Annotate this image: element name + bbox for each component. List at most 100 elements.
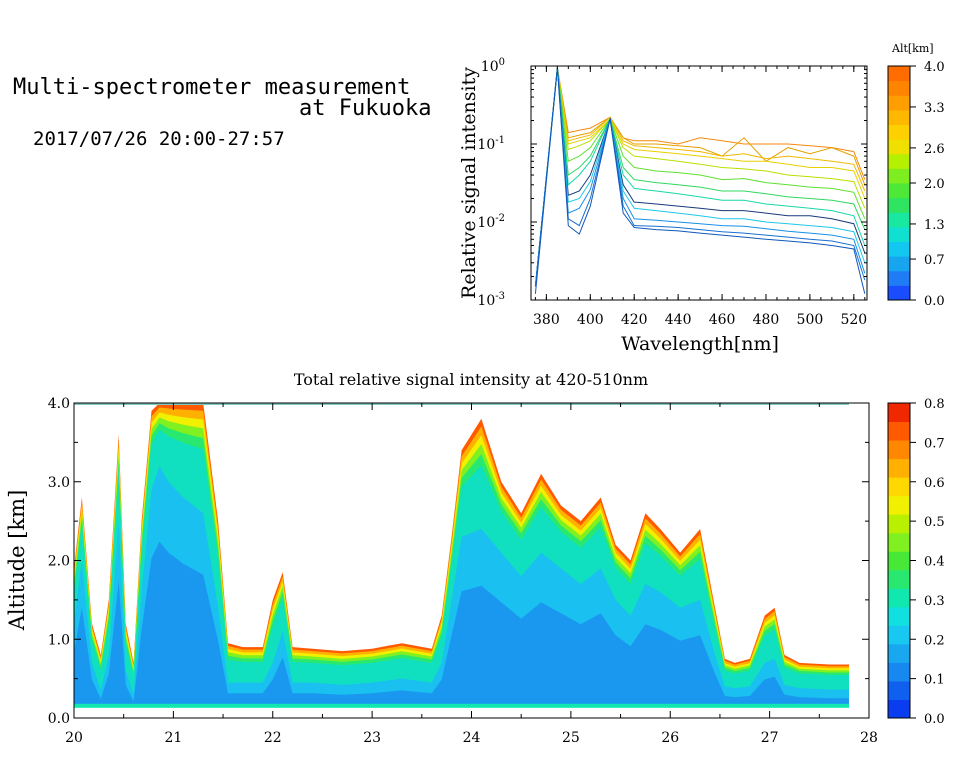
altitude-colorbar-band	[888, 139, 910, 155]
intensity-colorbar-band	[888, 551, 910, 571]
altitude-colorbar-tick-label: 0.7	[924, 253, 945, 268]
heatmap-body	[74, 403, 849, 708]
spectrum-series-line-1	[534, 67, 866, 287]
altitude-colorbar-band	[888, 80, 910, 96]
intensity-colorbar-tick-label: 0.5	[924, 515, 945, 530]
heatmap-y-tick-label: 4.0	[48, 396, 70, 412]
altitude-colorbar-band	[888, 241, 910, 257]
intensity-colorbar-band	[888, 680, 910, 700]
intensity-colorbar-tick-label: 0.3	[924, 594, 945, 609]
intensity-colorbar-tick-label: 0.6	[924, 476, 945, 491]
spectrum-series-line-8	[534, 67, 866, 287]
intensity-colorbar-band	[888, 532, 910, 552]
spectrum-x-axis-label: Wavelength[nm]	[621, 333, 779, 355]
spectrum-series-line-12	[534, 67, 866, 294]
spectrum-series-line-9	[534, 67, 866, 287]
heatmap-low-band	[74, 703, 849, 708]
heatmap-x-tick-label: 24	[463, 730, 481, 746]
heatmap-x-tick-label: 23	[363, 730, 381, 746]
spectrum-x-tick-label: 380	[533, 312, 560, 328]
altitude-colorbar	[888, 66, 910, 301]
spectrum-x-tick-label: 500	[797, 312, 824, 328]
altitude-colorbar-band	[888, 226, 910, 242]
intensity-colorbar-tick-label: 0.8	[924, 397, 945, 412]
intensity-colorbar-band	[888, 625, 910, 645]
altitude-colorbar-tick-label: 2.6	[924, 142, 945, 157]
intensity-colorbar-band	[888, 477, 910, 497]
altitude-colorbar-tick-label: 1.3	[924, 218, 945, 233]
date-range: 2017/07/26 20:00-27:57	[33, 128, 285, 150]
spectrum-y-tick-label: 10-2	[477, 213, 505, 231]
intensity-colorbar-band	[888, 440, 910, 460]
intensity-colorbar-tick-label: 0.4	[924, 555, 945, 570]
figure-title-line2: at Fukuoka	[299, 96, 432, 121]
altitude-colorbar-tick-label: 0.0	[924, 294, 945, 309]
spectrum-plot-frame	[530, 65, 868, 301]
intensity-colorbar	[888, 403, 910, 719]
altitude-colorbar-tick-label: 3.3	[924, 101, 945, 116]
heatmap-x-tick-label: 25	[562, 730, 580, 746]
heatmap-x-tick-label: 21	[164, 730, 182, 746]
heatmap-top-edge	[74, 403, 849, 405]
intensity-colorbar-band	[888, 699, 910, 719]
altitude-colorbar-tick-label: 4.0	[924, 60, 945, 75]
spectrum-series-line-5	[534, 67, 866, 287]
heatmap-x-tick-label: 27	[761, 730, 779, 746]
heatmap-title: Total relative signal intensity at 420-5…	[294, 370, 648, 389]
altitude-colorbar-band	[888, 183, 910, 199]
heatmap-y-tick-label: 1.0	[48, 632, 70, 648]
spectrum-x-tick-label: 420	[621, 312, 648, 328]
heatmap-x-tick-label: 26	[661, 730, 679, 746]
altitude-colorbar-band	[888, 66, 910, 82]
intensity-colorbar-band	[888, 403, 910, 423]
heatmap-y-tick-label: 2.0	[48, 554, 70, 570]
spectrum-y-tick-label: 10-1	[477, 135, 505, 153]
heatmap-y-tick-label: 0.0	[48, 711, 70, 727]
altitude-colorbar-title: Alt[km]	[891, 42, 934, 55]
spectrum-series-line-11	[534, 67, 866, 287]
spectrum-x-tick-label: 460	[709, 312, 736, 328]
intensity-colorbar-band	[888, 569, 910, 589]
altitude-colorbar-tick-label: 2.0	[924, 177, 945, 192]
intensity-colorbar-band	[888, 662, 910, 682]
spectrum-y-axis-label: Relative signal intensity	[458, 67, 480, 299]
intensity-colorbar-band	[888, 495, 910, 515]
spectrum-x-tick-label: 480	[753, 312, 780, 328]
altitude-colorbar-band	[888, 285, 910, 301]
intensity-colorbar-band	[888, 588, 910, 608]
spectrum-series-line-7	[534, 67, 866, 287]
spectrum-series-line-0	[534, 67, 866, 287]
altitude-colorbar-band	[888, 212, 910, 228]
intensity-colorbar-tick-label: 0.2	[924, 633, 945, 648]
figure-title-line1: Multi-spectrometer measurement	[13, 75, 411, 100]
intensity-colorbar-tick-label: 0.0	[924, 712, 945, 727]
spectrum-y-tick-label: 10-3	[477, 291, 505, 309]
heatmap-y-axis-label: Altitude [km]	[5, 490, 29, 632]
heatmap-y-tick-label: 3.0	[48, 475, 70, 491]
heatmap-x-tick-label: 20	[65, 730, 83, 746]
spectrum-x-tick-label: 520	[840, 312, 867, 328]
altitude-colorbar-band	[888, 270, 910, 286]
intensity-colorbar-band	[888, 643, 910, 663]
altitude-colorbar-band	[888, 124, 910, 140]
heatmap-band-7	[74, 541, 849, 707]
heatmap-x-tick-label: 22	[264, 730, 282, 746]
intensity-colorbar-band	[888, 606, 910, 626]
spectrum-series-line-2	[534, 67, 866, 287]
spectrum-y-tick-label: 100	[481, 57, 505, 75]
spectrum-series-line-10	[534, 67, 866, 287]
spectrum-x-tick-label: 440	[665, 312, 692, 328]
intensity-colorbar-band	[888, 458, 910, 478]
intensity-colorbar-tick-label: 0.1	[924, 673, 945, 688]
intensity-colorbar-band	[888, 421, 910, 441]
altitude-colorbar-band	[888, 168, 910, 184]
altitude-colorbar-band	[888, 95, 910, 111]
spectrum-x-tick-label: 400	[577, 312, 604, 328]
intensity-colorbar-tick-label: 0.7	[924, 436, 945, 451]
altitude-colorbar-band	[888, 109, 910, 125]
heatmap-x-tick-label: 28	[860, 730, 878, 746]
spectrum-series-line-6	[534, 67, 866, 287]
altitude-colorbar-band	[888, 256, 910, 272]
spectrum-series-line-4	[534, 67, 866, 287]
